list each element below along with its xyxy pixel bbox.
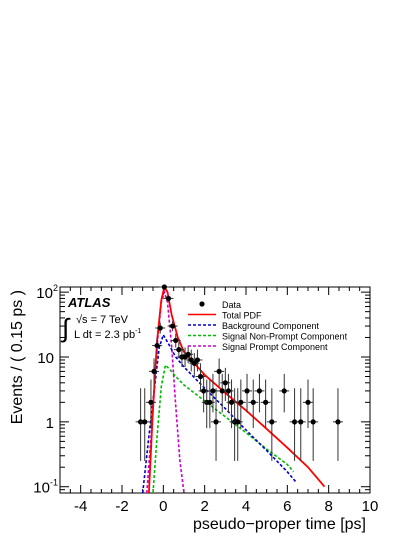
data-point [222,380,228,386]
data-point [170,323,176,329]
y-tick-exponent: -1 [50,478,58,488]
data-point [235,419,241,425]
legend-label: Signal Prompt Component [222,342,328,352]
data-point [216,368,222,374]
data-point [291,419,298,425]
data-point [207,399,213,405]
y-tick-base: 1 [46,415,54,432]
y-axis-label: Events / ( 0.15 ps ) [9,290,26,424]
x-tick-label: 2 [200,498,208,515]
data-point [165,295,172,302]
luminosity-text: L dt = 2.3 pb [74,329,135,341]
data-point [201,388,207,394]
data-point [244,388,250,394]
y-tick-label: 1 [46,415,54,432]
data-point [197,373,204,380]
data-point [269,419,275,425]
total-pdf-curve [148,284,326,494]
fit-curves [141,284,326,494]
y-tick-base: 10 [36,285,53,302]
signal-nonprompt-curve [152,363,295,494]
legend-label: Total PDF [222,311,262,321]
data-point [256,388,263,394]
data-point [188,357,194,363]
data-point [191,360,197,366]
data-point [194,357,201,363]
data-point [142,419,148,425]
experiment-label: ATLAS [67,295,111,310]
data-points [135,284,343,461]
y-tick-label: 102 [36,283,58,302]
y-tick-exponent: 2 [53,283,58,293]
y-tick-base: 10 [37,350,54,367]
data-point [213,419,219,425]
x-tick-label: 10 [362,498,379,515]
data-point [250,399,256,405]
y-tick-base: 10 [33,480,50,497]
x-axis-label: pseudo−proper time [ps] [193,516,366,533]
data-point [185,351,191,357]
data-point [154,342,160,349]
data-point [228,399,235,405]
data-point [310,419,316,425]
data-point [225,388,232,394]
x-tick-label: 4 [242,498,250,515]
signal-prompt-curve [146,289,185,494]
x-tick-label: 8 [324,498,332,515]
data-point [161,284,167,290]
data-point [263,399,269,405]
data-point [281,388,287,394]
data-point [238,399,244,405]
data-point [335,419,341,425]
integral-sign: ∫ [60,313,71,343]
y-tick-label: 10-1 [33,478,58,497]
legend-label: Signal Non-Prompt Component [222,332,348,342]
luminosity-label: L dt = 2.3 pb-1 [74,328,141,341]
x-tick-label: -4 [74,498,87,515]
atlas-label-block: ATLAS ∫ √s = 7 TeV L dt = 2.3 pb-1 [60,295,141,343]
y-tick-label: 10 [37,350,54,367]
legend-label: Background Component [222,321,320,331]
legend-marker [199,301,205,307]
data-point [298,419,304,425]
x-tick-label: 6 [283,498,291,515]
energy-label: √s = 7 TeV [76,314,129,326]
data-point [173,337,179,344]
data-point [305,399,311,405]
luminosity-exponent: -1 [135,328,141,335]
x-tick-label: -2 [115,498,128,515]
legend-label: Data [222,300,241,310]
data-point [176,347,182,353]
x-tick-label: 0 [159,498,167,515]
data-point [219,388,225,394]
data-point [151,368,157,374]
data-point [157,325,163,331]
data-point [148,399,154,405]
data-point [210,388,216,394]
